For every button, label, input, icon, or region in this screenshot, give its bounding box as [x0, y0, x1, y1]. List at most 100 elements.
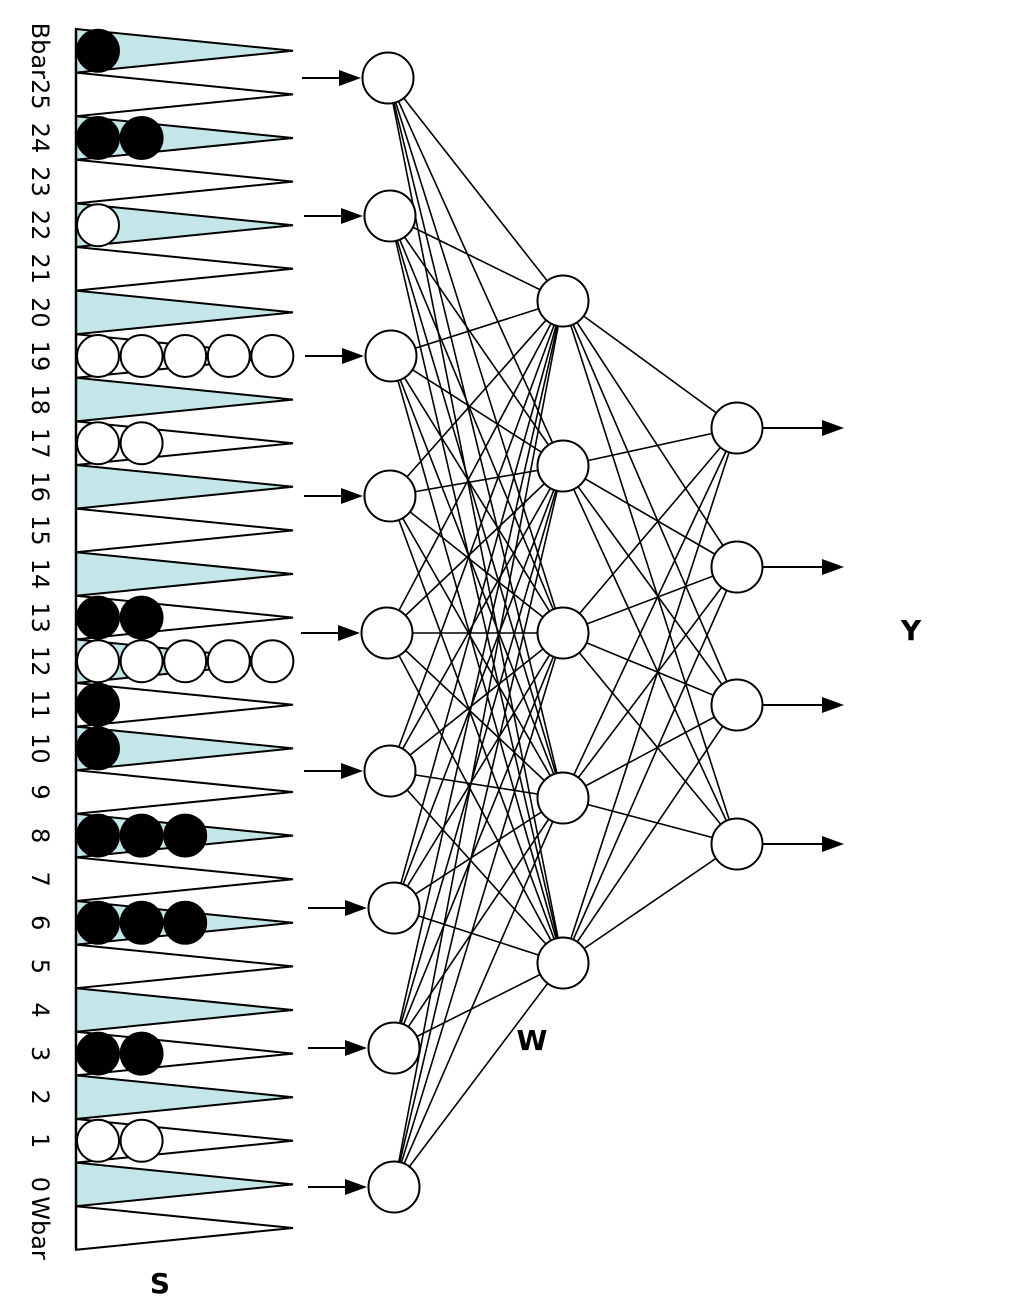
- input-node: [360, 606, 414, 660]
- connection-line: [389, 770, 564, 964]
- arrow-head-icon: [822, 697, 844, 713]
- board-point-7: [75, 856, 294, 903]
- input-node: [363, 469, 417, 523]
- point-label: 11: [26, 690, 54, 721]
- point-label: 24: [26, 123, 54, 154]
- connection-line: [389, 215, 564, 467]
- connection-line: [393, 632, 564, 909]
- board-label-s: S: [150, 1267, 170, 1297]
- connection-line: [393, 465, 564, 1049]
- connection-line: [389, 495, 564, 799]
- connection-line: [387, 77, 564, 467]
- white-checker: [76, 334, 120, 378]
- point-label: 12: [26, 646, 54, 677]
- connection-line: [389, 215, 564, 302]
- white-checker: [76, 421, 120, 466]
- connection-line: [562, 632, 738, 845]
- input-node: [367, 1160, 421, 1214]
- connection-line: [562, 300, 738, 845]
- arrow-head-icon: [822, 420, 844, 436]
- input-node: [363, 744, 417, 798]
- connection-line: [393, 962, 564, 1188]
- point-label: 19: [26, 341, 54, 372]
- white-checker: [76, 1118, 120, 1163]
- connection-line: [562, 632, 738, 706]
- point-label: 6: [26, 915, 54, 930]
- board-point-15: [75, 507, 294, 554]
- black-checker: [76, 682, 120, 727]
- board-point-Wbar: [75, 1205, 294, 1251]
- connection-line: [389, 300, 564, 772]
- black-checker: [76, 726, 120, 771]
- point-label: 1: [26, 1133, 54, 1148]
- network-connections: [386, 77, 738, 1188]
- point-label: 0: [26, 1177, 54, 1192]
- white-checker: [206, 334, 251, 378]
- point-label: 20: [26, 297, 54, 328]
- arrow-head-icon: [341, 488, 363, 504]
- black-checker: [163, 813, 208, 858]
- point-label: 25: [26, 79, 54, 110]
- connection-line: [390, 300, 564, 357]
- connection-line: [389, 215, 564, 799]
- connection-line: [389, 215, 564, 964]
- input-node: [364, 329, 418, 383]
- connection-line: [386, 300, 564, 634]
- connection-line: [393, 465, 564, 1188]
- black-checker: [76, 595, 120, 640]
- black-checker: [119, 900, 164, 945]
- input-node: [361, 51, 415, 105]
- connection-line: [562, 465, 738, 568]
- connection-line: [562, 427, 738, 799]
- connection-line: [562, 566, 738, 964]
- connection-line: [389, 770, 564, 799]
- point-label: 2: [26, 1090, 54, 1105]
- arrow-head-icon: [338, 625, 360, 641]
- connection-line: [393, 632, 564, 1049]
- connection-line: [386, 632, 564, 964]
- board-point-5: [75, 943, 294, 990]
- connection-line: [562, 427, 738, 634]
- black-checker: [119, 1031, 164, 1076]
- connection-line: [562, 300, 738, 568]
- white-checker: [163, 334, 208, 378]
- connection-line: [387, 77, 564, 799]
- connection-line: [393, 300, 564, 909]
- point-label: 16: [26, 472, 54, 503]
- backgammon-board: [74, 27, 295, 1251]
- point-label: Bbar: [26, 23, 54, 79]
- board-point-18: [75, 376, 294, 423]
- connection-line: [562, 843, 738, 964]
- connection-line: [393, 300, 564, 1049]
- board-point-21: [75, 245, 294, 292]
- point-label: 18: [26, 384, 54, 415]
- point-label: 4: [26, 1002, 54, 1017]
- output-node: [710, 817, 764, 871]
- point-label: 13: [26, 602, 54, 633]
- connection-line: [562, 300, 738, 429]
- connection-line: [393, 962, 564, 1049]
- output-node: [710, 540, 764, 594]
- connection-line: [562, 300, 738, 706]
- input-node: [367, 1021, 421, 1075]
- connection-line: [393, 797, 564, 1049]
- point-label: 23: [26, 166, 54, 197]
- connection-line: [562, 465, 738, 845]
- connection-line: [386, 632, 564, 799]
- board-point-16: [75, 463, 294, 510]
- white-checker: [119, 1118, 164, 1163]
- point-label: 7: [26, 872, 54, 887]
- board-point-0: [75, 1161, 294, 1208]
- arrow-head-icon: [345, 900, 367, 916]
- connection-line: [390, 355, 564, 964]
- hidden-node: [536, 439, 590, 493]
- board-point-14: [75, 551, 294, 597]
- white-checker: [76, 639, 120, 684]
- weights-label-w: W: [517, 1024, 548, 1057]
- point-label: 14: [26, 559, 54, 590]
- connection-line: [393, 632, 564, 1188]
- arrow-head-icon: [822, 836, 844, 852]
- white-checker: [250, 334, 295, 378]
- arrow-head-icon: [341, 208, 363, 224]
